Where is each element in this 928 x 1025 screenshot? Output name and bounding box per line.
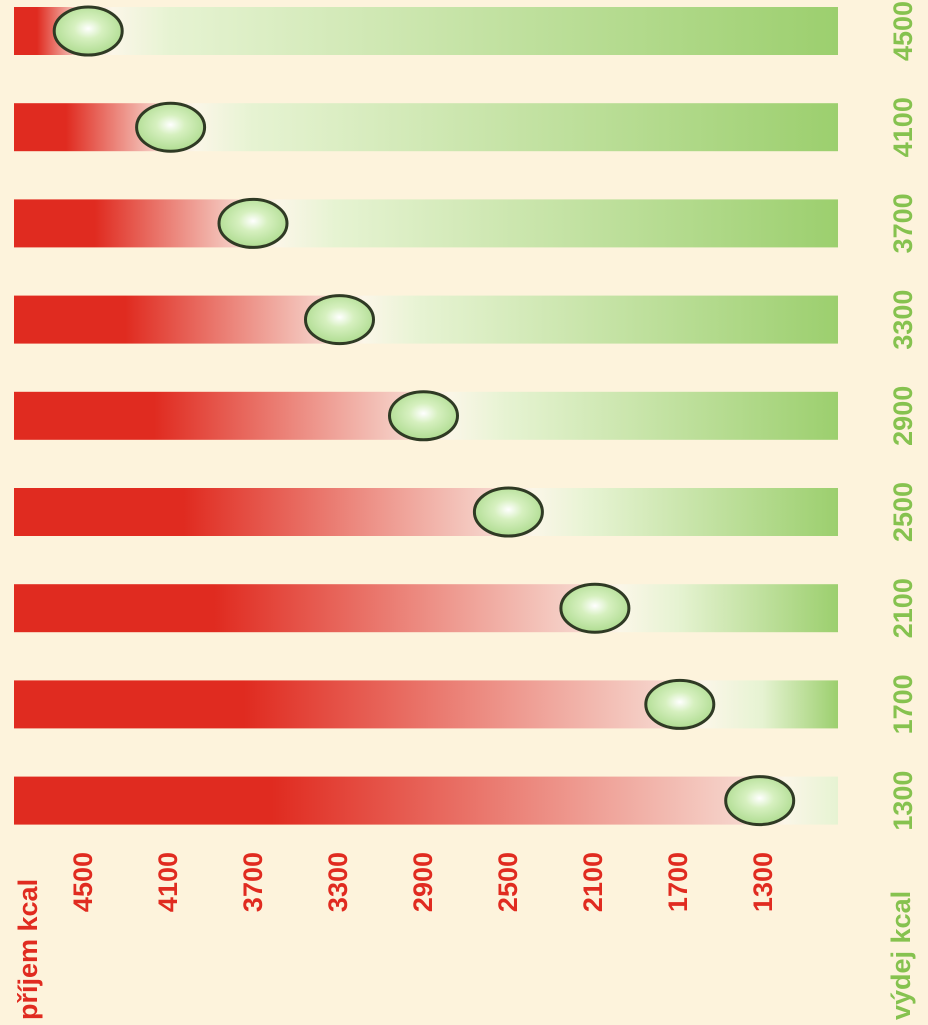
left-tick-label: 4100 [153,852,183,912]
calorie-bar-2100 [14,584,838,633]
balance-marker-4500 [52,5,124,57]
right-axis-title: výdej kcal [886,891,916,1020]
balance-marker-2500 [472,486,544,538]
right-tick-label: 1300 [888,771,918,831]
right-tick-label: 4500 [888,1,918,61]
right-tick-label: 4100 [888,97,918,157]
calorie-bar-1300 [14,776,838,825]
calorie-bar-3700 [14,199,838,248]
balance-marker-3300 [304,294,375,346]
left-axis-title: příjem kcal [13,879,43,1020]
balance-marker-2900 [388,390,459,442]
balance-marker-3700 [217,197,289,249]
right-tick-label: 1700 [888,674,918,734]
left-tick-label: 2100 [578,852,608,912]
left-tick-label: 1700 [663,852,693,912]
calorie-bar-4500 [14,7,838,55]
left-tick-label: 3700 [238,852,268,912]
balance-marker-4100 [135,101,207,153]
right-tick-label: 3300 [888,290,918,350]
calorie-bar-2500 [14,488,838,536]
balance-marker-1700 [644,678,716,730]
right-tick-label: 3700 [888,193,918,253]
left-tick-label: 2900 [408,852,438,912]
left-tick-label: 1300 [748,852,778,912]
right-tick-label: 2900 [888,386,918,446]
left-tick-label: 4500 [68,852,98,912]
left-tick-label: 3300 [323,852,353,912]
balance-marker-1300 [724,775,796,827]
right-tick-label: 2500 [888,482,918,542]
balance-marker-2100 [559,582,631,634]
right-tick-label: 2100 [888,578,918,638]
left-tick-label: 2500 [493,852,523,912]
calorie-bar-3300 [14,295,838,344]
